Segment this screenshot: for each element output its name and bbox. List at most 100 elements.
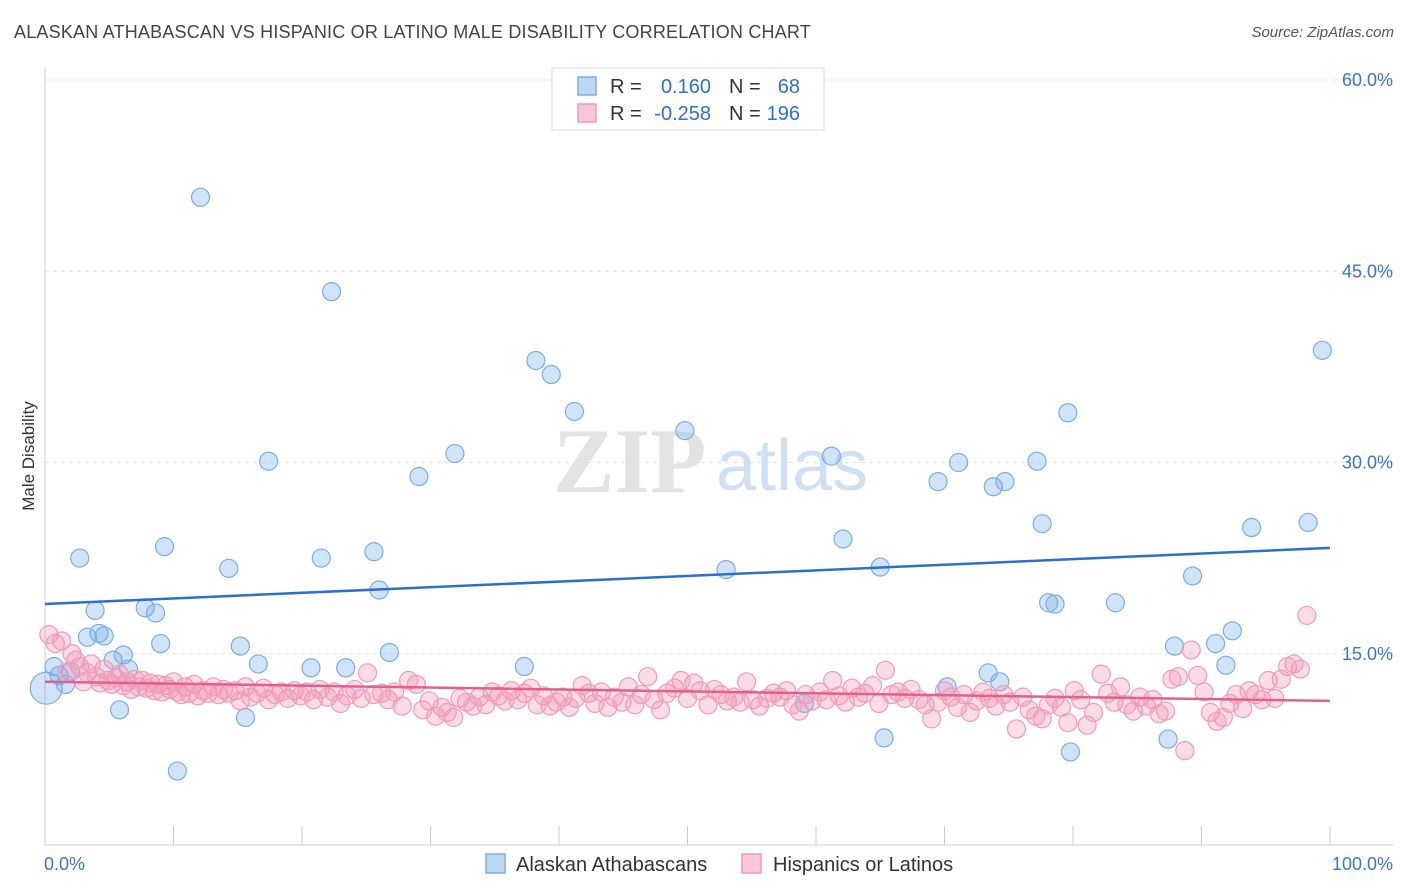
athabascan-point: [109, 700, 130, 720]
legend-r-value-2: -0.258: [654, 103, 711, 125]
hispanic-point: [444, 707, 464, 728]
hispanic-point: [98, 670, 118, 691]
hispanic-point: [1188, 665, 1208, 686]
athabascan-point: [874, 728, 894, 748]
athabascan-point: [995, 472, 1015, 492]
athabascan-point: [301, 658, 321, 678]
hispanic-point: [776, 681, 797, 701]
hispanic-point: [598, 697, 618, 717]
hispanic-point: [737, 672, 757, 692]
hispanic-point: [1058, 712, 1078, 733]
athabascan-point: [321, 282, 342, 302]
hispanic-point: [960, 702, 980, 723]
hispanic-point: [351, 688, 371, 708]
hispanic-point: [1284, 654, 1304, 674]
hispanic-point: [1032, 709, 1052, 729]
athabascan-point: [675, 421, 695, 441]
hispanic-point: [704, 679, 725, 700]
y-axis-title: Male Disability: [19, 401, 38, 511]
hispanic-point: [81, 654, 101, 674]
athabascan-point: [258, 451, 279, 471]
athabascan-point: [1298, 512, 1318, 533]
hispanic-point: [1071, 690, 1091, 710]
athabascan-point: [1216, 655, 1236, 675]
athabascan-point: [1058, 403, 1078, 423]
athabascan-point: [379, 642, 399, 663]
chart-title: ALASKAN ATHABASCAN VS HISPANIC OR LATINO…: [14, 22, 811, 42]
athabascan-point: [248, 654, 268, 674]
athabascan-point: [89, 623, 109, 643]
athabascan-point: [1038, 593, 1059, 613]
hispanic-point: [303, 690, 324, 710]
hispanic-point: [1168, 667, 1188, 687]
hispanic-point: [1181, 640, 1201, 660]
hispanic-point: [1290, 659, 1311, 679]
athabascan-point: [145, 603, 166, 623]
hispanic-point: [1123, 701, 1143, 721]
legend-swatch-pink: [577, 103, 597, 123]
hispanic-point: [546, 692, 567, 712]
legend-r-value-1: 0.160: [661, 76, 711, 98]
athabascan-point: [1105, 593, 1126, 613]
athabascan-point: [151, 633, 171, 654]
hispanic-point: [922, 709, 942, 729]
hispanic-point: [406, 674, 426, 694]
axes: [44, 68, 1393, 846]
athabascan-point: [230, 636, 250, 656]
hispanic-point: [1155, 701, 1176, 721]
athabascan-point: [1032, 514, 1052, 534]
legend-box: R = 0.160 N = 68 R = -0.258 N = 196: [551, 67, 825, 131]
athabascan-point: [336, 658, 356, 678]
hispanic-point: [650, 700, 671, 720]
y-tick-labels: 15.0% 30.0% 45.0% 60.0%: [1342, 70, 1393, 664]
hispanic-point: [1000, 692, 1020, 712]
hispanic-point: [253, 678, 274, 698]
athabascan-point: [167, 761, 187, 781]
athabascan-point: [1222, 621, 1242, 641]
legend-n-label-1: N =: [729, 76, 761, 98]
athabascan-point: [821, 446, 842, 466]
athabascan-point: [833, 529, 853, 549]
bottom-legend-label-pink: Hispanics or Latinos: [773, 854, 953, 876]
athabascan-point: [928, 472, 948, 492]
hispanic-point: [665, 678, 685, 698]
hispanic-point: [789, 701, 809, 721]
hispanic-point: [1006, 719, 1027, 739]
legend-r-label-2: R =: [610, 103, 642, 125]
hispanic-point: [1091, 664, 1111, 684]
hispanic-point: [749, 696, 770, 716]
athabascan-point: [990, 672, 1010, 692]
hispanic-point: [928, 692, 948, 712]
athabascan-point: [85, 600, 105, 621]
athabascan-point: [564, 401, 585, 422]
athabascan-point: [1158, 729, 1178, 749]
watermark-atlas: atlas: [716, 426, 868, 506]
source-label: Source: ZipAtlas.com: [1251, 24, 1394, 41]
hispanic-point: [862, 676, 883, 696]
y-tick-label-2: 45.0%: [1342, 261, 1393, 281]
hispanic-point: [1175, 741, 1195, 761]
athabascan-point: [77, 627, 98, 647]
athabascan-point: [409, 466, 429, 487]
hispanic-point: [638, 667, 658, 687]
athabascan-point: [311, 548, 331, 568]
athabascan-point: [1182, 566, 1203, 586]
athabascan-point: [541, 364, 561, 385]
bottom-legend-swatch-pink: [741, 853, 762, 874]
legend-n-value-1: 68: [778, 76, 800, 98]
hispanic-point: [875, 660, 895, 680]
athabascan-point: [445, 443, 465, 464]
hispanic-point: [994, 684, 1014, 705]
trend-lines: [44, 546, 1331, 703]
athabascan-point: [1206, 633, 1226, 654]
hispanic-point: [979, 688, 1000, 708]
athabascan-trend-line: [44, 546, 1331, 606]
y-tick-label-1: 30.0%: [1342, 453, 1393, 473]
athabascan-point: [190, 187, 211, 207]
legend-r-label-1: R =: [610, 76, 642, 98]
hispanic-point: [70, 656, 90, 677]
hispanic-point: [1233, 698, 1253, 719]
legend-n-value-2: 196: [767, 103, 800, 125]
hispanic-point: [816, 690, 836, 710]
